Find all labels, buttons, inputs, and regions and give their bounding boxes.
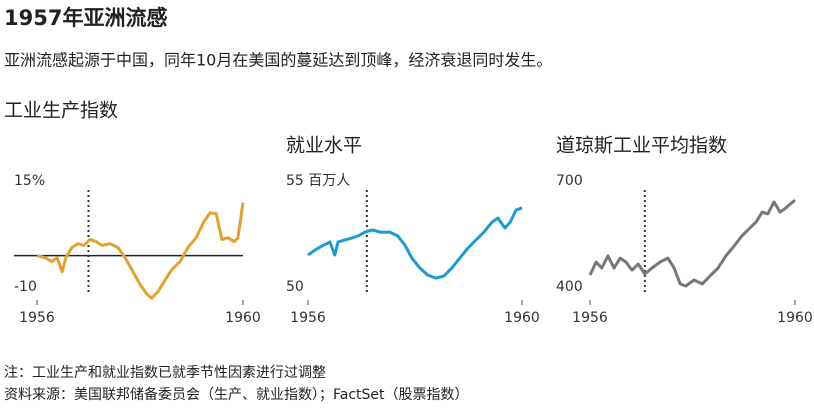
y-tick-label: 15% [14,173,45,189]
x-tick-label: 1960 [777,310,813,326]
data-line [307,206,523,280]
x-tick-label: 1960 [504,310,540,326]
chart-subtitle: 亚洲流感起源于中国，同年10月在美国的蔓延达到顶峰，经济衰退同时发生。 [4,51,552,70]
note: 注：工业生产和就业指数已就季节性因素进行过调整 [4,365,326,381]
x-tick-label: 1956 [572,310,608,326]
x-tick-label: 1956 [290,310,326,326]
panel-title: 工业生产指数 [4,100,118,122]
y-tick-label: 50 [286,279,304,295]
y-tick-label: 55 百万人 [286,173,350,189]
panel-title: 就业水平 [286,135,362,157]
y-tick-label: -10 [14,279,37,295]
y-tick-label: 400 [556,279,583,295]
data-line [588,198,796,288]
chart-title: 1957年亚洲流感 [4,6,167,30]
data-line [36,202,245,300]
source: 资料来源：美国联邦储备委员会（生产、就业指数）；FactSet（股票指数） [4,386,469,403]
x-tick-label: 1960 [225,310,261,326]
panel-title: 道琼斯工业平均指数 [556,135,727,157]
y-tick-label: 700 [556,173,583,189]
x-tick-label: 1956 [19,310,55,326]
